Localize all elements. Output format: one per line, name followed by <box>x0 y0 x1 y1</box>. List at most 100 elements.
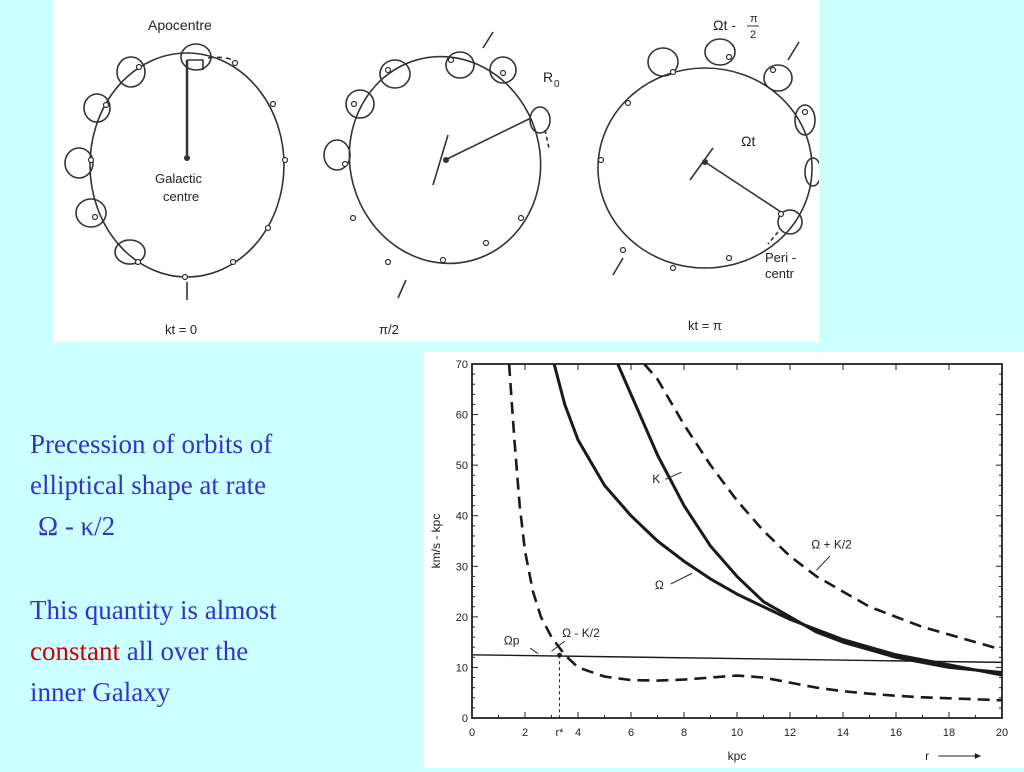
label-kt0: kt = 0 <box>165 322 197 337</box>
caption-line-6: inner Galaxy <box>30 677 171 707</box>
series-line-omega-k-2 <box>643 364 1002 651</box>
galactic-centre-dot-3 <box>702 159 708 165</box>
caption-line-5: constant all over the <box>30 631 390 672</box>
x-axis-r-label: r <box>925 749 929 763</box>
orbit2-axis <box>432 134 449 186</box>
apocentre-arrow <box>187 59 204 70</box>
pericentre-arrow <box>767 231 779 245</box>
y-tick-label: 20 <box>456 612 468 624</box>
epicycle-1e <box>114 239 146 265</box>
epicycle-1d <box>75 198 107 228</box>
y-tick-label: 0 <box>462 713 468 725</box>
omega-p-pointer <box>530 647 539 655</box>
y-tick-label: 40 <box>456 511 468 523</box>
x-tick-label: 8 <box>681 727 687 739</box>
label-r0-sub: 0 <box>554 79 560 90</box>
kappa-pointer <box>665 471 682 480</box>
x-tick-label: 16 <box>890 727 902 739</box>
label-r0: R <box>543 69 553 85</box>
epicycle-2a <box>379 59 411 89</box>
galactic-centre-dot <box>184 155 190 161</box>
label-pi-num: π <box>750 13 758 25</box>
label-centre: centre <box>163 189 199 204</box>
x-tick-label: 4 <box>575 727 581 739</box>
epicycle-2f <box>529 106 551 134</box>
label-pericentre-2: centr <box>765 266 795 281</box>
label-pi-den: 2 <box>750 29 756 41</box>
epicycle-2e <box>489 56 517 84</box>
caption-line-1: Precession of orbits of <box>30 429 273 459</box>
caption-line-2: elliptical shape at rate <box>30 470 267 500</box>
orbit2-tick-bottom <box>397 279 407 299</box>
x-axis-label: kpc <box>728 749 747 763</box>
orbit3-tick-top <box>787 41 800 61</box>
label-apocentre: Apocentre <box>148 17 212 33</box>
x-tick-label: 10 <box>731 727 743 739</box>
x-tick-label: 12 <box>784 727 796 739</box>
caption-constant-word: constant <box>30 636 120 666</box>
y-tick-label: 10 <box>456 662 468 674</box>
epicycle-3b <box>704 38 736 66</box>
y-tick-label: 60 <box>456 410 468 422</box>
caption-constant: This quantity is almost constant all ove… <box>30 590 390 713</box>
caption-line-5-rest: all over the <box>119 636 249 666</box>
label-omega-t-minus: Ωt - <box>713 17 736 33</box>
label-omega-t: Ωt <box>741 133 755 149</box>
y-tick-label: 50 <box>456 460 468 472</box>
r0-line <box>444 117 532 161</box>
orbit-ellipse-3 <box>597 67 813 269</box>
frequency-chart-panel: 0 2 r* 4 6 8 10 12 14 16 18 20 0 10 20 30 40 50 60 70 kpc km/… <box>424 352 1024 768</box>
epicycle-1b <box>83 93 111 123</box>
r-star-point <box>556 652 562 658</box>
orbit3-axis <box>689 147 714 181</box>
orbit-diagram-panel: Apocentre Galactic centre R 0 Ωt Ωt - π … <box>53 0 822 342</box>
y-axis-label: km/s - kpc <box>429 514 443 569</box>
epicycle-1f <box>180 43 212 71</box>
epicycle-3a <box>647 47 679 77</box>
curve-label-omega: Ω <box>655 578 664 592</box>
curve-label-omega-minus: Ω - K/2 <box>562 626 600 640</box>
x-tick-label: r* <box>555 727 564 739</box>
frequency-chart: 0 2 r* 4 6 8 10 12 14 16 18 20 0 10 20 30 40 50 60 70 kpc km/… <box>429 359 1008 763</box>
label-pericentre-1: Peri - <box>765 250 796 265</box>
caption-precession: Precession of orbits of elliptical shape… <box>30 424 390 547</box>
orbit-diagram: Apocentre Galactic centre R 0 Ωt Ωt - π … <box>64 13 822 337</box>
caption-line-4: This quantity is almost <box>30 595 277 625</box>
epicycle-1c <box>64 147 94 179</box>
x-tick-label: 18 <box>943 727 955 739</box>
x-tick-label: 6 <box>628 727 634 739</box>
orbit-ellipse-2 <box>348 55 542 265</box>
curve-label-omega-plus: Ω + K/2 <box>811 538 852 552</box>
galactic-centre-dot-2 <box>443 157 449 163</box>
y-tick-label: 30 <box>456 561 468 573</box>
r0-arrow <box>544 129 550 149</box>
orbit2-tick-top <box>482 31 494 49</box>
omega-pointer <box>670 572 693 585</box>
x-tick-label: 2 <box>522 727 528 739</box>
epicycle-1a <box>116 56 146 88</box>
epicycle-2d <box>445 51 475 79</box>
label-pi-half: π/2 <box>379 322 399 337</box>
omega-plus-pointer <box>816 555 831 571</box>
series-line-omega <box>552 364 1002 677</box>
orbit3-tick-bottom <box>612 257 624 276</box>
curve-label-kappa: K <box>652 472 660 486</box>
plot-frame <box>471 363 1003 719</box>
epicycle-3f <box>777 209 803 235</box>
pericentre-line <box>704 161 782 213</box>
omega-minus-pointer <box>551 640 566 652</box>
epicycle-2c <box>323 139 351 171</box>
label-kt-pi: kt = π <box>688 318 722 333</box>
y-tick-label: 70 <box>456 359 468 371</box>
epicycle-3c <box>763 64 793 92</box>
label-galactic: Galactic <box>155 171 202 186</box>
x-tick-label: 20 <box>996 727 1008 739</box>
epicycle-3d <box>794 104 816 136</box>
orbit-points <box>87 53 809 281</box>
series-line-omega-k-2 <box>507 364 1002 702</box>
caption-line-3: Ω - κ/2 <box>38 511 116 541</box>
epicycle-2b <box>345 89 375 119</box>
curve-label-omega-p: Ωp <box>504 634 520 648</box>
x-tick-label: 14 <box>837 727 849 739</box>
r-arrow-head <box>974 753 981 759</box>
